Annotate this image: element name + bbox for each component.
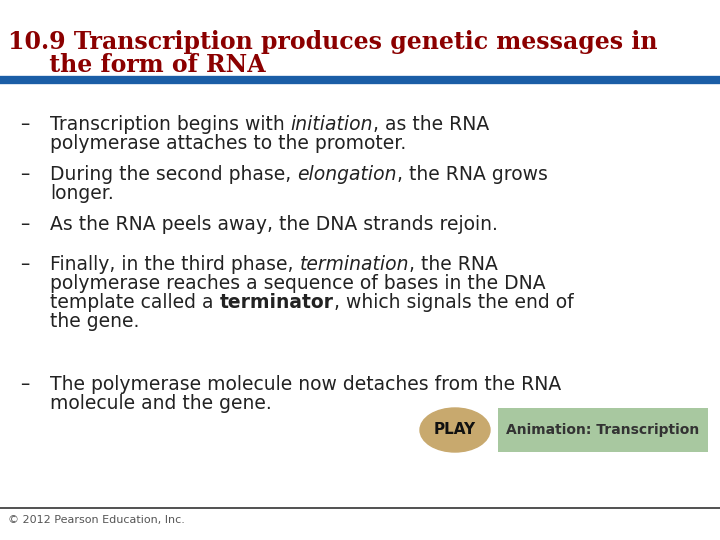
Text: polymerase reaches a sequence of bases in the DNA: polymerase reaches a sequence of bases i… [50, 274, 546, 293]
Text: molecule and the gene.: molecule and the gene. [50, 394, 271, 413]
Text: Animation: Transcription: Animation: Transcription [506, 423, 700, 437]
Text: , as the RNA: , as the RNA [373, 115, 490, 134]
Text: –: – [20, 375, 30, 394]
Text: As the RNA peels away, the DNA strands rejoin.: As the RNA peels away, the DNA strands r… [50, 215, 498, 234]
Text: The polymerase molecule now detaches from the RNA: The polymerase molecule now detaches fro… [50, 375, 562, 394]
Text: the form of RNA: the form of RNA [8, 53, 266, 77]
Text: the gene.: the gene. [50, 312, 140, 331]
Text: elongation: elongation [297, 165, 397, 184]
Text: –: – [20, 215, 30, 234]
Text: During the second phase,: During the second phase, [50, 165, 297, 184]
Text: –: – [20, 115, 30, 134]
Text: termination: termination [300, 255, 409, 274]
Text: initiation: initiation [291, 115, 373, 134]
Text: –: – [20, 165, 30, 184]
Text: , the RNA grows: , the RNA grows [397, 165, 548, 184]
FancyBboxPatch shape [498, 408, 708, 452]
Ellipse shape [420, 408, 490, 452]
Text: longer.: longer. [50, 184, 114, 203]
Text: template called a: template called a [50, 293, 220, 312]
Text: Finally, in the third phase,: Finally, in the third phase, [50, 255, 300, 274]
Text: , which signals the end of: , which signals the end of [333, 293, 573, 312]
Text: polymerase attaches to the promoter.: polymerase attaches to the promoter. [50, 134, 406, 153]
Text: terminator: terminator [220, 293, 333, 312]
Text: © 2012 Pearson Education, Inc.: © 2012 Pearson Education, Inc. [8, 515, 185, 525]
Text: , the RNA: , the RNA [409, 255, 498, 274]
Text: –: – [20, 255, 30, 274]
Text: PLAY: PLAY [434, 422, 476, 437]
Text: Transcription begins with: Transcription begins with [50, 115, 291, 134]
Text: 10.9 Transcription produces genetic messages in: 10.9 Transcription produces genetic mess… [8, 30, 657, 54]
